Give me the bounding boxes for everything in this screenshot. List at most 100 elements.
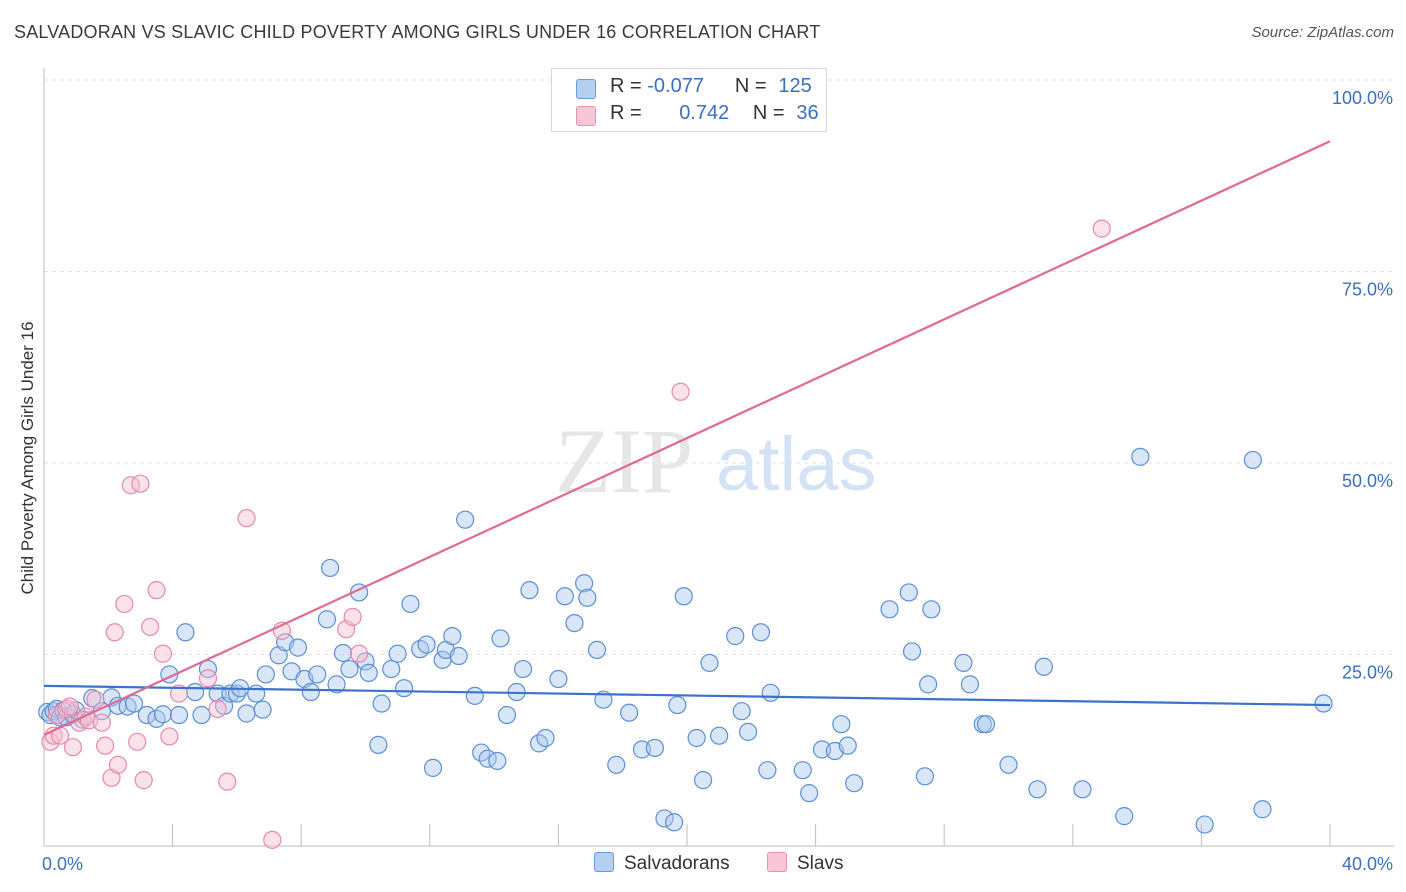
- salvadorans-point-68: [497, 705, 517, 725]
- salvadorans-point-82: [620, 703, 639, 722]
- salvadorans-point-85: [655, 809, 674, 828]
- slavs-point-10: [86, 690, 105, 709]
- salvadorans-point-48: [359, 663, 378, 682]
- salvadorans-point-94: [732, 702, 751, 721]
- slavs-trend-line: [43, 140, 1331, 736]
- salvadorans-point-119: [1073, 780, 1092, 799]
- salvadorans-point-95: [738, 722, 758, 741]
- slavs-point-11: [92, 713, 111, 732]
- salvadorans-point-71: [520, 581, 539, 600]
- salvadorans-point-45: [340, 659, 359, 679]
- salvadorans-point-52: [388, 644, 407, 663]
- y-tick-label-2: 75.0%: [1342, 280, 1393, 300]
- slavs-point-14: [105, 623, 124, 642]
- slavs-point-22: [147, 581, 166, 600]
- slavs-points: [41, 219, 1111, 849]
- salvadorans-point-54: [401, 594, 420, 614]
- slavs-point-30: [263, 830, 282, 849]
- salvadorans-point-78: [578, 588, 597, 607]
- slavs-n-value: 36: [796, 102, 819, 124]
- x-tick-label-0: 0.0%: [42, 854, 83, 874]
- salvadorans-point-39: [301, 682, 320, 702]
- salvadorans-point-43: [327, 675, 346, 694]
- salvadorans-point-17: [147, 709, 166, 728]
- salvadorans-point-22: [186, 682, 205, 702]
- salvadorans-point-37: [288, 638, 308, 657]
- salvadorans-point-24: [198, 659, 218, 679]
- slavs-point-29: [237, 509, 256, 528]
- slavs-point-24: [160, 727, 179, 746]
- salvadorans-point-21: [176, 623, 195, 642]
- y-axis-label: Child Poverty Among Girls Under 16: [18, 321, 37, 595]
- salvadorans-point-90: [693, 771, 713, 790]
- bottom-legend-salvadorans: Salvadorans: [594, 852, 730, 875]
- salvadorans-point-49: [369, 735, 388, 754]
- y-tick-label-3: 100.0%: [1332, 88, 1393, 108]
- salvadorans-point-88: [674, 587, 693, 606]
- bottom-legend-slavs: Slavs: [767, 852, 843, 875]
- x-tick-label-1: 40.0%: [1342, 854, 1393, 874]
- salvadorans-point-104: [838, 736, 857, 755]
- salvadorans-point-75: [555, 587, 574, 606]
- slavs-legend-label: Slavs: [797, 853, 844, 874]
- salvadorans-point-110: [919, 675, 938, 694]
- salvadorans-point-51: [382, 659, 401, 679]
- salvadorans-point-32: [253, 700, 272, 719]
- salvadorans-point-96: [751, 623, 771, 642]
- salvadorans-legend-label: Salvadorans: [624, 853, 730, 874]
- slavs-point-28: [218, 772, 237, 791]
- salvadorans-point-121: [1131, 447, 1150, 466]
- salvadorans-point-117: [1028, 780, 1047, 799]
- slavs-point-36: [1092, 219, 1111, 238]
- salvadorans-points: [38, 447, 1333, 834]
- slavs-point-35: [671, 382, 690, 401]
- salvadorans-point-113: [960, 675, 980, 694]
- salvadorans-point-98: [761, 683, 780, 702]
- salvadorans-point-76: [565, 613, 584, 633]
- tick-labels: 25.0% 50.0% 75.0% 100.0% 0.0% 40.0%: [42, 88, 1393, 874]
- salvadorans-point-80: [594, 690, 613, 709]
- watermark-atlas: atlas: [716, 422, 877, 507]
- salvadorans-point-118: [1034, 657, 1053, 676]
- slavs-point-6: [63, 738, 83, 757]
- slavs-point-25: [169, 684, 189, 703]
- salvadorans-legend-swatch: [594, 852, 614, 872]
- slavs-point-15: [108, 755, 128, 774]
- salvadorans-point-56: [417, 635, 436, 654]
- salvadorans-point-57: [423, 758, 443, 777]
- r-label: R =: [610, 102, 642, 124]
- correlation-legend: R = -0.077 N = 125 R = 0.742 N = 36: [551, 68, 827, 132]
- slavs-swatch: [576, 106, 596, 126]
- salvadorans-point-87: [668, 695, 687, 715]
- salvadorans-point-77: [575, 574, 594, 593]
- slavs-point-34: [349, 644, 369, 663]
- salvadorans-point-106: [880, 600, 899, 619]
- slavs-point-16: [115, 594, 134, 614]
- watermark: ZIP atlas: [555, 410, 877, 512]
- r-label: R =: [610, 75, 642, 97]
- salvadorans-point-111: [922, 600, 941, 619]
- salvadorans-point-93: [726, 627, 745, 646]
- salvadorans-point-15: [124, 694, 144, 713]
- salvadorans-point-20: [169, 705, 189, 725]
- slavs-point-27: [208, 699, 227, 718]
- salvadorans-point-41: [317, 610, 337, 629]
- salvadorans-point-109: [915, 767, 935, 786]
- slavs-point-21: [140, 617, 160, 637]
- salvadorans-point-33: [256, 665, 275, 684]
- salvadorans-point-89: [687, 728, 706, 748]
- salvadorans-point-60: [443, 627, 462, 646]
- slavs-point-23: [153, 644, 173, 663]
- slavs-point-18: [128, 732, 147, 751]
- trend-lines: [43, 140, 1331, 736]
- salvadorans-point-92: [710, 726, 729, 745]
- salvadorans-point-73: [536, 728, 555, 748]
- slavs-point-4: [57, 699, 76, 718]
- salvadorans-point-116: [999, 755, 1018, 774]
- salvadorans-point-70: [513, 659, 533, 679]
- salvadorans-trend-line: [43, 684, 1331, 707]
- slavs-point-33: [343, 607, 362, 627]
- salvadorans-point-16: [137, 705, 156, 725]
- y-tick-label-0: 25.0%: [1342, 663, 1393, 683]
